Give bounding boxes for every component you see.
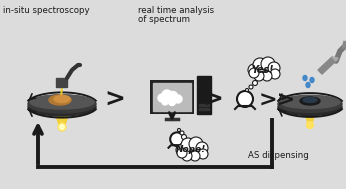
Text: >>: >> [258, 91, 295, 111]
Circle shape [270, 69, 280, 79]
Polygon shape [318, 57, 336, 74]
Circle shape [181, 138, 195, 152]
Ellipse shape [30, 95, 94, 109]
Circle shape [177, 129, 181, 132]
Circle shape [177, 148, 187, 158]
Text: AS dispensing: AS dispensing [248, 151, 308, 160]
Text: of spectrum: of spectrum [138, 15, 190, 24]
Bar [199, 104, 209, 106]
Circle shape [58, 123, 66, 131]
Circle shape [237, 91, 253, 107]
Bar [56, 78, 67, 87]
Ellipse shape [49, 95, 71, 105]
Ellipse shape [278, 98, 342, 115]
Circle shape [261, 57, 275, 71]
Circle shape [189, 137, 203, 151]
Circle shape [176, 144, 188, 156]
Ellipse shape [280, 95, 340, 108]
Ellipse shape [310, 77, 314, 83]
Circle shape [253, 58, 267, 72]
Text: >: > [104, 88, 126, 112]
Bar [197, 76, 211, 114]
Circle shape [253, 81, 257, 85]
Circle shape [162, 99, 168, 105]
Circle shape [196, 142, 208, 154]
Circle shape [174, 95, 182, 103]
Bar [153, 83, 191, 111]
Circle shape [190, 151, 200, 161]
Text: Yes!: Yes! [252, 65, 274, 75]
Circle shape [162, 90, 172, 100]
Polygon shape [54, 108, 70, 125]
Polygon shape [303, 107, 317, 123]
Ellipse shape [28, 98, 96, 116]
Circle shape [249, 85, 253, 89]
Circle shape [182, 135, 186, 139]
Ellipse shape [306, 83, 310, 88]
Bar [199, 108, 209, 110]
Circle shape [248, 64, 260, 76]
Ellipse shape [300, 97, 320, 105]
Bar [150, 80, 194, 114]
Circle shape [262, 71, 272, 81]
Text: in-situ spectroscopy: in-situ spectroscopy [3, 6, 90, 15]
Ellipse shape [303, 75, 307, 81]
Ellipse shape [28, 95, 96, 113]
Polygon shape [332, 57, 338, 61]
Circle shape [182, 151, 192, 161]
Ellipse shape [303, 98, 317, 102]
Circle shape [169, 98, 175, 105]
Ellipse shape [54, 95, 70, 102]
Circle shape [169, 91, 177, 101]
Circle shape [180, 131, 184, 135]
Circle shape [198, 149, 208, 159]
Ellipse shape [278, 95, 342, 112]
Circle shape [60, 125, 64, 129]
Circle shape [249, 68, 259, 78]
Circle shape [268, 62, 280, 74]
Text: real time analysis: real time analysis [138, 6, 214, 15]
Circle shape [254, 71, 264, 81]
Text: Nope!: Nope! [176, 146, 206, 154]
Circle shape [307, 122, 313, 129]
Text: >: > [202, 88, 224, 112]
Circle shape [170, 132, 184, 146]
Circle shape [246, 88, 248, 91]
Circle shape [158, 94, 166, 102]
